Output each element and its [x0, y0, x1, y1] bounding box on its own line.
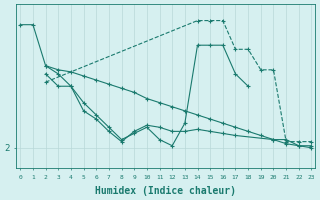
X-axis label: Humidex (Indice chaleur): Humidex (Indice chaleur) [95, 186, 236, 196]
